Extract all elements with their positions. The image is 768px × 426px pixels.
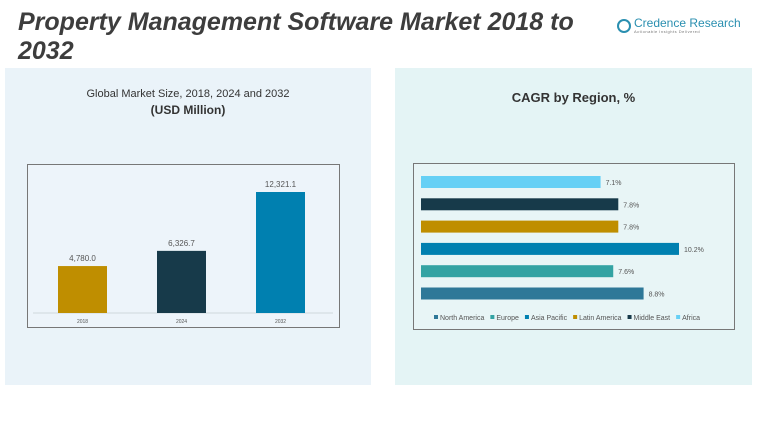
bar-Africa bbox=[421, 176, 601, 188]
x-tick-label: 2032 bbox=[275, 319, 286, 325]
legend-swatch bbox=[573, 315, 578, 319]
legend-item: Middle East bbox=[634, 315, 671, 322]
logo-name: Credence Research bbox=[634, 16, 741, 30]
legend-item: Asia Pacific bbox=[531, 315, 568, 322]
logo: Credence Research Actionable Insights De… bbox=[617, 17, 741, 34]
legend-swatch bbox=[627, 315, 632, 319]
data-label: 7.8% bbox=[623, 225, 639, 232]
bar-2018 bbox=[58, 266, 107, 313]
data-label: 4,780.0 bbox=[69, 254, 96, 263]
legend-swatch bbox=[524, 315, 529, 319]
chart-title: Global Market Size, 2018, 2024 and 2032 bbox=[86, 88, 290, 100]
legend-item: North America bbox=[440, 315, 484, 322]
legend-swatch bbox=[490, 315, 495, 319]
data-label: 10.2% bbox=[684, 247, 704, 254]
legend-swatch bbox=[676, 315, 681, 319]
legend-item: Latin America bbox=[579, 315, 622, 322]
bar-North America bbox=[421, 287, 644, 300]
bar-2032 bbox=[256, 192, 305, 313]
x-tick-label: 2018 bbox=[77, 319, 88, 325]
chart-title: CAGR by Region, % bbox=[511, 90, 636, 105]
bar-Europe bbox=[421, 265, 614, 278]
bar-Latin America bbox=[421, 220, 619, 233]
x-tick-label: 2024 bbox=[176, 319, 187, 325]
data-label: 7.6% bbox=[618, 269, 634, 276]
legend-item: Europe bbox=[496, 315, 519, 322]
page-title: Property Management Software Market 2018… bbox=[18, 8, 574, 65]
bar-Asia Pacific bbox=[421, 242, 679, 255]
data-label: 8.8% bbox=[649, 292, 665, 299]
logo-icon bbox=[617, 18, 631, 33]
logo-tagline: Actionable Insights Delivered bbox=[634, 29, 701, 34]
legend-item: Africa bbox=[682, 315, 700, 322]
bar-2024 bbox=[157, 250, 206, 313]
legend-swatch bbox=[434, 315, 438, 319]
data-label: 6,326.7 bbox=[168, 239, 195, 248]
market-size-panel: Global Market Size, 2018, 2024 and 2032 … bbox=[5, 68, 371, 385]
data-label: 7.8% bbox=[623, 202, 639, 209]
bar-Middle East bbox=[421, 198, 619, 211]
data-label: 7.1% bbox=[606, 180, 622, 187]
data-label: 12,321.1 bbox=[265, 180, 297, 189]
chart-subtitle: (USD Million) bbox=[150, 103, 226, 117]
